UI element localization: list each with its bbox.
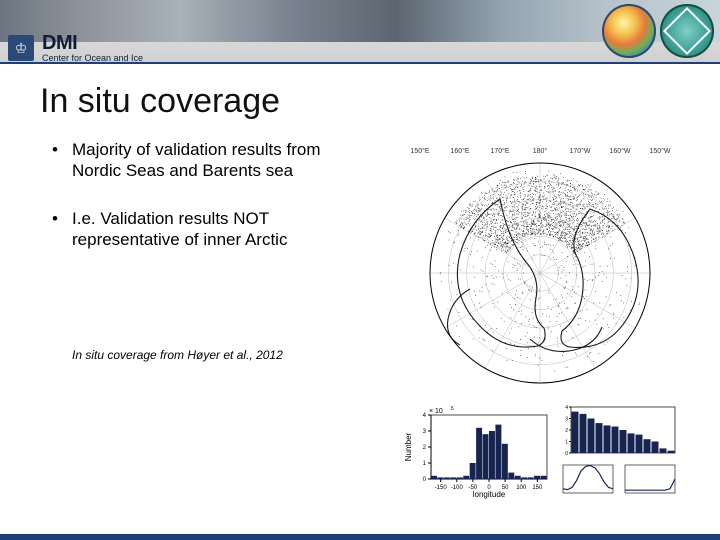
svg-text:3: 3 bbox=[565, 417, 568, 423]
svg-text:1: 1 bbox=[423, 461, 427, 467]
svg-text:3: 3 bbox=[423, 429, 427, 435]
line-month-chart bbox=[557, 463, 615, 497]
svg-text:4: 4 bbox=[423, 413, 427, 419]
svg-text:× 10: × 10 bbox=[429, 408, 443, 415]
slide-content: In situ coverage Majority of validation … bbox=[0, 74, 720, 499]
slide-title: In situ coverage bbox=[0, 82, 720, 121]
svg-text:170°W: 170°W bbox=[569, 147, 590, 155]
svg-text:150°W: 150°W bbox=[649, 147, 670, 155]
globe-logo-icon bbox=[602, 4, 656, 58]
polar-map-chart: 150°E 160°E 170°E 180° 170°W 160°W 150°W bbox=[400, 139, 680, 399]
brand-subtitle: Center for Ocean and Ice bbox=[42, 54, 143, 64]
header-banner: ♔ DMI Center for Ocean and Ice bbox=[0, 0, 720, 62]
svg-text:150°E: 150°E bbox=[410, 147, 429, 155]
svg-text:100: 100 bbox=[516, 485, 527, 491]
histogram-longitude: × 10501234Number-150-100-50050100150long… bbox=[403, 403, 551, 499]
step-misc-chart bbox=[619, 463, 677, 497]
brand-acronym: DMI bbox=[42, 32, 143, 54]
svg-text:1: 1 bbox=[565, 440, 568, 446]
bullet-item: Majority of validation results from Nord… bbox=[72, 139, 372, 182]
bullet-list: Majority of validation results from Nord… bbox=[72, 139, 372, 250]
svg-text:5: 5 bbox=[451, 406, 454, 412]
svg-text:0: 0 bbox=[565, 451, 568, 457]
partner-logos bbox=[602, 0, 714, 58]
brand-block: ♔ DMI Center for Ocean and Ice bbox=[8, 32, 143, 64]
svg-text:Number: Number bbox=[404, 432, 413, 461]
bar-latitude: 0 1 2 3 4 bbox=[557, 403, 677, 461]
text-column: Majority of validation results from Nord… bbox=[72, 139, 372, 499]
svg-text:0: 0 bbox=[423, 477, 427, 483]
footer-accent bbox=[0, 534, 720, 540]
svg-text:-150: -150 bbox=[435, 485, 448, 491]
svg-text:160°W: 160°W bbox=[609, 147, 630, 155]
svg-text:4: 4 bbox=[565, 405, 568, 411]
svg-text:160°E: 160°E bbox=[450, 147, 469, 155]
svg-text:-100: -100 bbox=[451, 485, 464, 491]
svg-text:170°E: 170°E bbox=[490, 147, 509, 155]
svg-text:150: 150 bbox=[532, 485, 543, 491]
crown-icon: ♔ bbox=[8, 35, 34, 61]
figure-column: 150°E 160°E 170°E 180° 170°W 160°W 150°W × 10 5… bbox=[384, 139, 696, 499]
figure-caption: In situ coverage from Høyer et al., 2012 bbox=[72, 348, 372, 362]
seal-logo-icon bbox=[660, 4, 714, 58]
svg-text:180°: 180° bbox=[533, 147, 548, 155]
svg-text:2: 2 bbox=[565, 428, 568, 434]
svg-text:longitude: longitude bbox=[473, 490, 506, 499]
brand-text: DMI Center for Ocean and Ice bbox=[42, 32, 143, 64]
svg-text:2: 2 bbox=[423, 445, 427, 451]
small-charts-row: × 10501234Number-150-100-50050100150long… bbox=[403, 403, 677, 499]
bullet-item: I.e. Validation results NOT representati… bbox=[72, 208, 372, 251]
